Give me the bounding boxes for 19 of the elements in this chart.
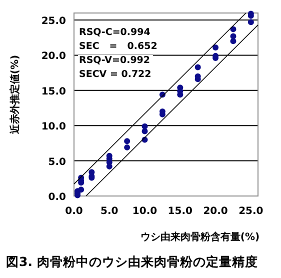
annotation: SEC = 0.652 [79,41,158,52]
x-tick-label: 0.0 [65,206,83,217]
x-tick-label: 10.0 [132,206,158,217]
text: 図3. 肉骨粉中のウシ由来肉骨粉の定量精度 [6,254,258,269]
annotation: RSQ-C=0.994 [79,27,151,38]
y-tick-label: 25.0 [41,16,66,28]
annotation: SECV = 0.722 [79,69,152,80]
x-axis-title: ウシ由来肉骨粉含有量(%) [140,231,260,243]
x-tick-label: 15.0 [168,206,193,217]
y-axis-title: 近赤外推定値(%) [9,54,21,136]
y-tick-label: 0.0 [48,192,66,203]
y-tick-label: 5.0 [48,156,66,168]
x-tick-label: 5.0 [100,206,118,217]
y-tick-label: 20.0 [41,51,66,62]
y-tick-label: 10.0 [41,122,66,133]
x-tick-label: 20.0 [203,206,228,217]
x-tick-label: 25.0 [238,206,264,217]
annotation: RSQ-V=0.992 [79,55,150,66]
y-tick-label: 15.0 [41,86,66,98]
